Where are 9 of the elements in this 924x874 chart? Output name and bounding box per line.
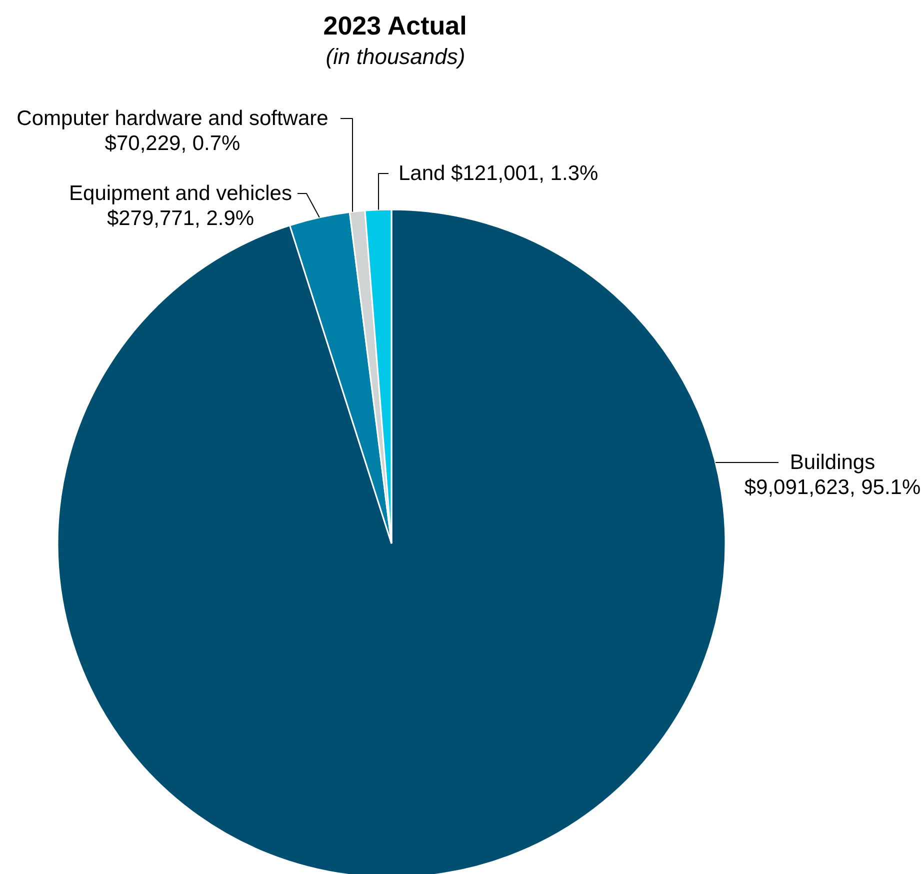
chart-subtitle: (in thousands)	[326, 44, 466, 69]
slice-label: Land $121,001, 1.3%	[398, 162, 598, 185]
slice-label: Buildings	[790, 451, 876, 474]
slice-label: Computer hardware and software	[16, 107, 328, 130]
data-label: $9,091,623, 95.1%	[744, 476, 921, 499]
chart-title: 2023 Actual	[323, 10, 467, 40]
data-label: $70,229, 0.7%	[104, 132, 240, 155]
data-label: $279,771, 2.9%	[106, 207, 254, 230]
slice-label: Equipment and vehicles	[69, 182, 292, 205]
